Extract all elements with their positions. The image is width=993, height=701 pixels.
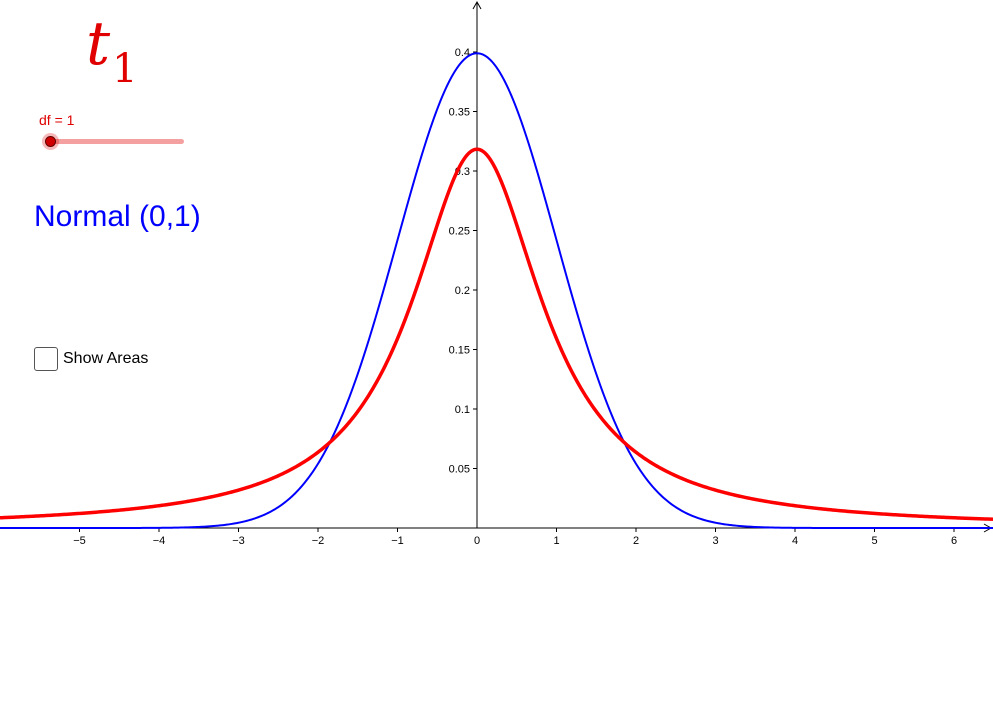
title-letter: t [86,9,111,79]
y-tick-label: 0.15 [449,345,470,357]
t-distribution-curve [0,147,993,521]
x-tick-label: 3 [712,535,718,547]
show-areas-label: Show Areas [63,350,149,367]
slider-track[interactable] [50,139,184,144]
y-axis-arrow [472,0,482,10]
y-tick-label: 0.4 [455,47,470,59]
tick-labels: −5 −4 −3 −2 −1 0 1 2 3 4 5 60.050.10.150.20.250.30.… [73,47,957,547]
x-tick-label: 0 [474,535,480,547]
df-slider-label: df = 1 [39,112,75,128]
normal-curve-label: Normal (0,1) [34,200,201,233]
curves [0,52,993,529]
y-tick-label: 0.2 [455,285,470,297]
df-slider[interactable] [42,132,184,152]
checkbox-box[interactable] [34,347,58,371]
x-tick-label: 2 [633,535,639,547]
x-tick-label: 5 [871,535,877,547]
axes [0,0,993,533]
x-tick-label: −2 [312,535,325,547]
x-tick-label: −5 [73,535,86,547]
x-tick-label: 1 [553,535,559,547]
y-tick-label: 0.1 [455,404,470,416]
y-tick-label: 0.35 [449,107,470,119]
t-distribution-title: t1 [86,14,138,89]
x-tick-label: −1 [391,535,404,547]
x-tick-label: −4 [153,535,166,547]
x-tick-label: −3 [232,535,245,547]
x-tick-label: 6 [951,535,957,547]
y-tick-label: 0.05 [449,464,470,476]
title-subscript: 1 [112,46,138,92]
slider-knob[interactable] [45,136,56,147]
normal-distribution-curve [0,52,993,529]
x-tick-label: 4 [792,535,798,547]
y-tick-label: 0.25 [449,226,470,238]
show-areas-checkbox[interactable]: Show Areas [34,345,148,373]
